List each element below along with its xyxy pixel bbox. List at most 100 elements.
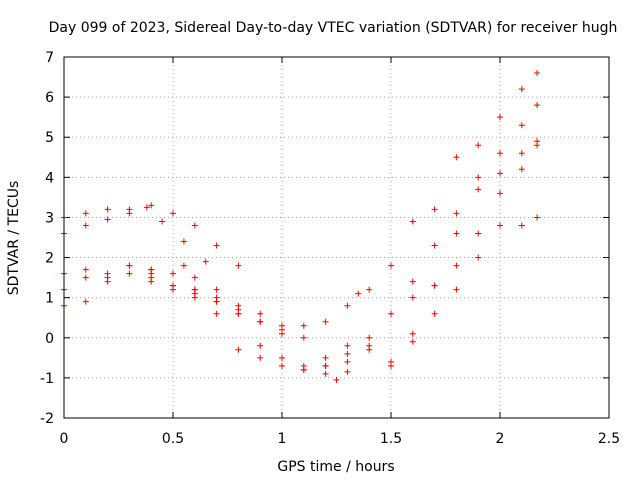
- y-tick-label: 0: [45, 331, 54, 347]
- data-point: [355, 290, 362, 297]
- data-point: [257, 318, 264, 325]
- data-point: [300, 334, 307, 341]
- data-point: [475, 254, 482, 261]
- data-point: [518, 122, 525, 129]
- data-point: [366, 342, 373, 349]
- series-track-f: [148, 138, 541, 369]
- data-point: [344, 302, 351, 309]
- data-point: [431, 242, 438, 249]
- data-point: [191, 222, 198, 229]
- data-point: [344, 342, 351, 349]
- data-point: [126, 210, 133, 217]
- data-point: [148, 278, 155, 285]
- data-point: [431, 206, 438, 213]
- data-point: [409, 330, 416, 337]
- series-track-d: [61, 70, 541, 329]
- data-point: [333, 376, 340, 383]
- data-point: [409, 218, 416, 225]
- data-point: [159, 218, 166, 225]
- data-point: [279, 330, 285, 337]
- data-point: [170, 282, 176, 289]
- data-point: [82, 210, 89, 217]
- data-point: [213, 294, 220, 301]
- data-point: [388, 362, 394, 369]
- data-point: [475, 230, 482, 237]
- y-tick-label: 6: [45, 90, 54, 106]
- data-point: [300, 366, 307, 373]
- data-point: [344, 350, 351, 357]
- x-tick-label: 2.5: [598, 431, 620, 447]
- data-point: [104, 278, 111, 285]
- data-point: [453, 210, 460, 217]
- y-tick-label: 5: [45, 130, 54, 146]
- data-point: [235, 346, 242, 353]
- data-point: [534, 70, 541, 77]
- data-point: [235, 302, 242, 309]
- data-point: [475, 186, 482, 193]
- data-point: [388, 262, 394, 269]
- data-point: [534, 142, 541, 149]
- data-point: [213, 286, 220, 293]
- data-point: [126, 270, 133, 277]
- x-tick-label: 2: [496, 431, 505, 447]
- data-point: [322, 370, 329, 377]
- data-point: [104, 216, 111, 223]
- data-point: [279, 362, 285, 369]
- y-axis-label: SDTVAR / TECUs: [6, 181, 22, 296]
- y-tick-label: 3: [45, 210, 54, 226]
- data-point: [180, 238, 187, 245]
- data-point: [148, 202, 155, 209]
- data-point: [104, 206, 111, 213]
- data-point: [475, 174, 482, 181]
- data-point: [431, 282, 438, 289]
- data-point: [475, 142, 482, 149]
- data-point: [143, 204, 150, 211]
- series-track-g: [148, 142, 541, 383]
- axis-ticks: 0 0.5 1 1.5 2 2.5 -2 -1 0 1 2 3 4 5 6 7: [40, 50, 620, 447]
- data-point: [170, 210, 176, 217]
- data-point: [126, 262, 133, 269]
- data-point: [82, 222, 89, 229]
- grid-lines: [64, 57, 609, 418]
- y-tick-label: 7: [45, 50, 54, 66]
- data-point: [388, 310, 394, 317]
- data-point: [344, 368, 351, 375]
- data-point: [409, 294, 416, 301]
- data-point: [453, 286, 460, 293]
- data-point: [534, 102, 541, 109]
- data-point: [148, 270, 155, 277]
- series-track-c: [61, 262, 351, 377]
- data-point: [202, 258, 209, 265]
- data-point: [409, 278, 416, 285]
- data-point: [235, 310, 242, 317]
- y-tick-label: -2: [40, 411, 54, 427]
- data-point: [366, 334, 373, 341]
- data-point: [191, 286, 198, 293]
- data-point: [300, 322, 307, 329]
- data-point: [497, 222, 503, 229]
- y-tick-label: -1: [40, 371, 54, 387]
- data-point: [453, 154, 460, 161]
- data-point: [82, 274, 89, 281]
- data-point: [366, 286, 373, 293]
- data-points: [61, 70, 541, 383]
- data-point: [279, 354, 285, 361]
- data-point: [497, 190, 503, 197]
- data-point: [191, 274, 198, 281]
- data-point: [518, 222, 525, 229]
- data-point: [213, 310, 220, 317]
- data-point: [82, 298, 89, 305]
- y-tick-label: 1: [45, 291, 54, 307]
- data-point: [213, 242, 220, 249]
- x-tick-label: 1: [278, 431, 287, 447]
- data-point: [257, 310, 264, 317]
- series-track-a: [61, 202, 242, 269]
- data-point: [497, 150, 503, 157]
- y-tick-label: 2: [45, 251, 54, 267]
- data-point: [518, 86, 525, 93]
- data-point: [322, 362, 329, 369]
- data-point: [235, 262, 242, 269]
- data-point: [344, 358, 351, 365]
- x-tick-label: 0: [60, 431, 69, 447]
